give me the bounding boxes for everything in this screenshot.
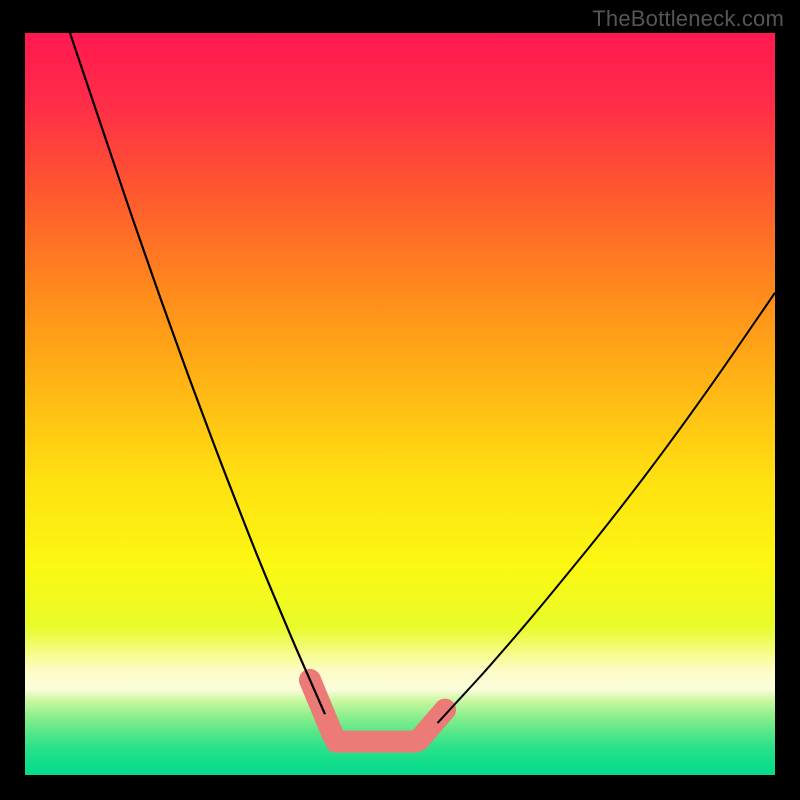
- watermark-text: TheBottleneck.com: [592, 6, 784, 32]
- bottleneck-curve-chart: [0, 0, 800, 800]
- gradient-background: [25, 33, 775, 775]
- chart-frame: TheBottleneck.com: [0, 0, 800, 800]
- plot-area: [25, 33, 775, 775]
